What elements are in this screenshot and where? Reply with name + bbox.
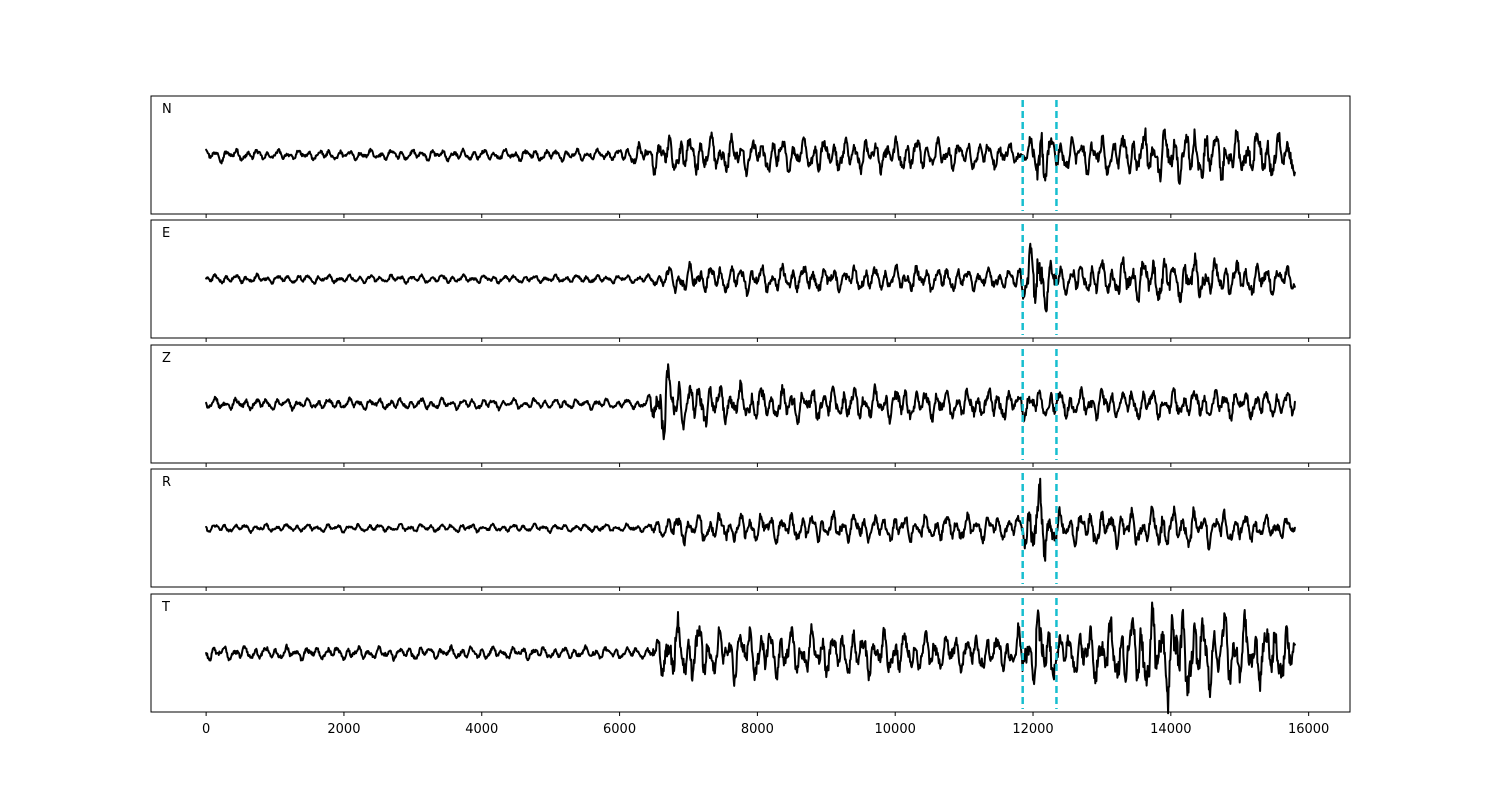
trace-line-r — [205, 477, 1296, 562]
x-tick-label: 12000 — [1012, 722, 1053, 737]
x-tick-label: 14000 — [1150, 722, 1191, 737]
x-tick-label: 6000 — [603, 722, 636, 737]
panel-label: E — [162, 226, 170, 241]
x-tick-label: 0 — [202, 722, 210, 737]
panel-e: E — [150, 219, 1351, 342]
panel-frame — [150, 593, 1351, 713]
panel-frame — [150, 95, 1351, 215]
x-tick-label: 10000 — [875, 722, 916, 737]
trace-line-n — [205, 127, 1296, 185]
panel-label: R — [162, 475, 171, 490]
panel-frame — [150, 468, 1351, 588]
trace-line-t — [205, 601, 1296, 715]
x-tick-label: 16000 — [1288, 722, 1329, 737]
x-tick-label: 4000 — [465, 722, 498, 737]
panel-n: N — [150, 95, 1351, 218]
trace-line-z — [205, 363, 1296, 441]
x-tick-label: 2000 — [327, 722, 360, 737]
panel-label: T — [161, 600, 170, 615]
panel-frame — [150, 219, 1351, 339]
x-tick-label: 8000 — [741, 722, 774, 737]
panel-label: Z — [162, 351, 171, 366]
trace-line-e — [205, 242, 1296, 313]
panel-r: R — [150, 468, 1351, 591]
panel-z: Z — [150, 344, 1351, 467]
panel-t: T — [150, 593, 1351, 716]
panel-label: N — [162, 102, 172, 117]
panel-frame — [150, 344, 1351, 464]
